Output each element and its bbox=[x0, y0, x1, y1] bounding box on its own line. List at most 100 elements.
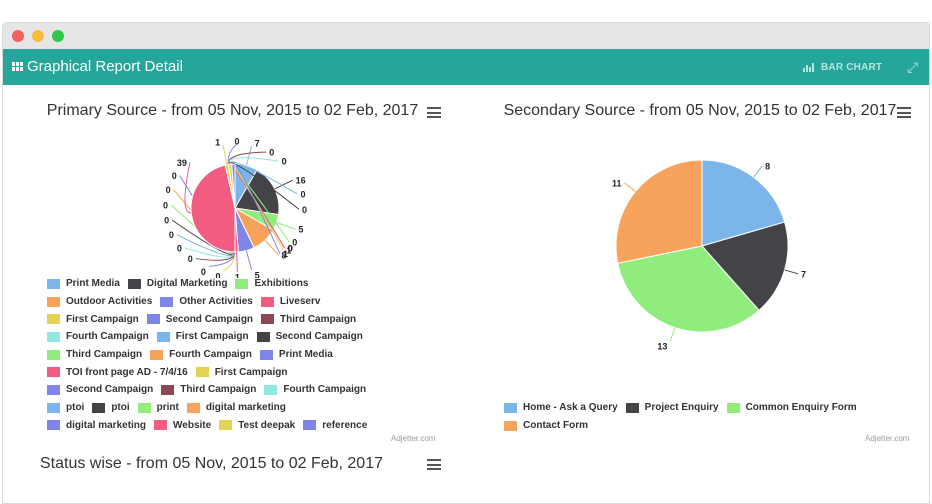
legend-item-contact-form[interactable]: Contact Form bbox=[504, 420, 588, 431]
legend-label: Website bbox=[173, 419, 212, 431]
legend-label: Second Campaign bbox=[275, 331, 363, 343]
legend-item-project-enquiry[interactable]: Project Enquiry bbox=[625, 402, 719, 413]
pie-slice-contact-form[interactable] bbox=[615, 159, 703, 264]
status-chart-menu-icon[interactable] bbox=[427, 459, 441, 470]
connector-reference bbox=[232, 162, 281, 254]
grid-icon bbox=[12, 61, 23, 72]
connector-test-deepak bbox=[229, 162, 284, 251]
data-label-fourth-campaign: 0 bbox=[166, 185, 171, 195]
legend-label: Second Campaign bbox=[165, 313, 254, 325]
legend-row: TOI front page AD - 7/4/16 First Campaign bbox=[47, 363, 447, 381]
data-label-digital-marketing: 0 bbox=[288, 244, 293, 254]
connector-website bbox=[227, 162, 286, 249]
close-window-button[interactable] bbox=[12, 30, 24, 42]
data-label-print-media: 0 bbox=[172, 171, 177, 181]
legend-swatch bbox=[259, 349, 273, 360]
secondary-chart-credit: Adjetter.com bbox=[865, 434, 910, 443]
legend-label: Exhibitions bbox=[254, 278, 309, 290]
legend-label: Digital Marketing bbox=[146, 278, 228, 290]
primary-chart-credit: Adjetter.com bbox=[391, 434, 436, 443]
legend-item-other-activities[interactable]: Other Activities bbox=[160, 296, 253, 307]
data-label-print: 0 bbox=[292, 237, 297, 247]
legend-swatch bbox=[47, 331, 60, 342]
legend-item-digital-marketing[interactable]: digital marketing bbox=[186, 402, 286, 413]
legend-item-home-ask-a-query[interactable]: Home - Ask a Query bbox=[504, 402, 618, 413]
data-label-digital-marketing: 16 bbox=[296, 176, 306, 186]
legend-item-ptoi[interactable]: ptoi bbox=[92, 402, 130, 413]
legend-label: Second Campaign bbox=[66, 384, 154, 396]
secondary-chart-menu-icon[interactable] bbox=[897, 107, 911, 118]
legend-item-first-campaign[interactable]: First Campaign bbox=[195, 366, 288, 378]
legend-item-second-campaign[interactable]: Second Campaign bbox=[146, 313, 254, 325]
connector-toi-front-page-ad-7-4-16 bbox=[184, 162, 192, 214]
legend-item-first-campaign[interactable]: First Campaign bbox=[156, 331, 249, 342]
legend-item-ptoi[interactable]: ptoi bbox=[47, 402, 84, 413]
data-label-first-campaign: 0 bbox=[216, 271, 221, 278]
primary-chart-menu-icon[interactable] bbox=[427, 107, 441, 118]
legend-item-first-campaign[interactable]: First Campaign bbox=[47, 314, 139, 325]
legend-label: First Campaign bbox=[214, 366, 288, 378]
pie-slice-toi-front-page-ad-7-4-16[interactable] bbox=[190, 164, 236, 253]
legend-item-common-enquiry-form[interactable]: Common Enquiry Form bbox=[726, 402, 857, 413]
legend-item-reference[interactable]: reference bbox=[303, 420, 367, 431]
legend-swatch bbox=[504, 420, 517, 431]
legend-item-second-campaign[interactable]: Second Campaign bbox=[256, 331, 363, 343]
legend-swatch bbox=[219, 420, 233, 431]
legend-item-fourth-campaign[interactable]: Fourth Campaign bbox=[47, 331, 149, 342]
legend-swatch bbox=[303, 420, 317, 431]
legend-label: ptoi bbox=[66, 402, 85, 414]
data-label-fourth-campaign: 0 bbox=[177, 243, 182, 253]
legend-item-print[interactable]: print bbox=[137, 402, 179, 413]
legend-item-second-campaign[interactable]: Second Campaign bbox=[47, 384, 153, 395]
legend-label: Fourth Campaign bbox=[169, 349, 252, 361]
legend-item-fourth-campaign[interactable]: Fourth Campaign bbox=[150, 349, 252, 360]
legend-item-toi-front-page-ad-7-4-16[interactable]: TOI front page AD - 7/4/16 bbox=[47, 367, 188, 378]
connector-project-enquiry bbox=[784, 269, 799, 275]
legend-swatch bbox=[156, 331, 170, 342]
secondary-legend: Home - Ask a Query Project Enquiry Common … bbox=[504, 399, 924, 434]
pie-slice-project-enquiry[interactable] bbox=[701, 221, 789, 312]
maximize-window-button[interactable] bbox=[52, 30, 64, 42]
bar-chart-icon bbox=[803, 63, 815, 72]
secondary-pie-chart: 8 7 13 11 bbox=[612, 159, 806, 351]
legend-item-digital-marketing[interactable]: digital marketing bbox=[47, 420, 146, 431]
legend-label: Third Campaign bbox=[180, 384, 257, 396]
legend-item-outdoor-activities[interactable]: Outdoor Activities bbox=[47, 296, 152, 307]
legend-swatch bbox=[186, 402, 200, 413]
legend-item-third-campaign[interactable]: Third Campaign bbox=[161, 384, 256, 395]
legend-item-test-deepak[interactable]: Test deepak bbox=[219, 420, 295, 431]
connector-print-media bbox=[245, 146, 253, 166]
connector-other-activities bbox=[245, 250, 253, 270]
data-label-other-activities: 5 bbox=[255, 270, 260, 278]
data-label-home-ask-a-query: 8 bbox=[765, 162, 770, 172]
legend-item-print-media[interactable]: Print Media bbox=[259, 349, 333, 361]
legend-item-digital-marketing[interactable]: Digital Marketing bbox=[127, 278, 228, 290]
legend-item-third-campaign[interactable]: Third Campaign bbox=[47, 349, 142, 360]
legend-label: Fourth Campaign bbox=[283, 384, 367, 396]
legend-item-third-campaign[interactable]: Third Campaign bbox=[261, 314, 356, 325]
minimize-window-button[interactable] bbox=[32, 30, 44, 42]
legend-item-fourth-campaign[interactable]: Fourth Campaign bbox=[264, 384, 366, 395]
legend-item-print-media[interactable]: Print Media bbox=[47, 278, 120, 289]
legend-swatch bbox=[47, 314, 60, 325]
primary-legend: Print Media Digital Marketing Exhibitions O… bbox=[47, 275, 447, 434]
data-label-contact-form: 11 bbox=[612, 178, 622, 188]
legend-label: Third Campaign bbox=[66, 349, 143, 361]
legend-item-liveserv[interactable]: Liveserv bbox=[260, 296, 320, 307]
legend-swatch bbox=[264, 384, 278, 395]
data-label-liveserv: 1 bbox=[235, 272, 240, 278]
legend-label: Third Campaign bbox=[280, 313, 357, 325]
legend-item-website[interactable]: Website bbox=[154, 420, 211, 431]
connector-liveserv bbox=[236, 251, 238, 272]
pie-slice-home-ask-a-query[interactable] bbox=[701, 159, 786, 247]
expand-icon[interactable]: ⤢ bbox=[907, 59, 919, 75]
data-label-website: 0 bbox=[288, 244, 293, 254]
data-label-second-campaign: 0 bbox=[201, 267, 206, 277]
legend-label: Home - Ask a Query bbox=[523, 402, 618, 414]
legend-row: Second Campaign Third Campaign Fourth Camp… bbox=[47, 381, 447, 399]
legend-item-exhibitions[interactable]: Exhibitions bbox=[235, 278, 308, 289]
data-label-first-campaign: 1 bbox=[215, 138, 220, 148]
connector-fourth-campaign bbox=[227, 157, 279, 165]
bar-chart-button[interactable]: BAR CHART bbox=[803, 62, 882, 73]
legend-label: Print Media bbox=[278, 349, 333, 361]
